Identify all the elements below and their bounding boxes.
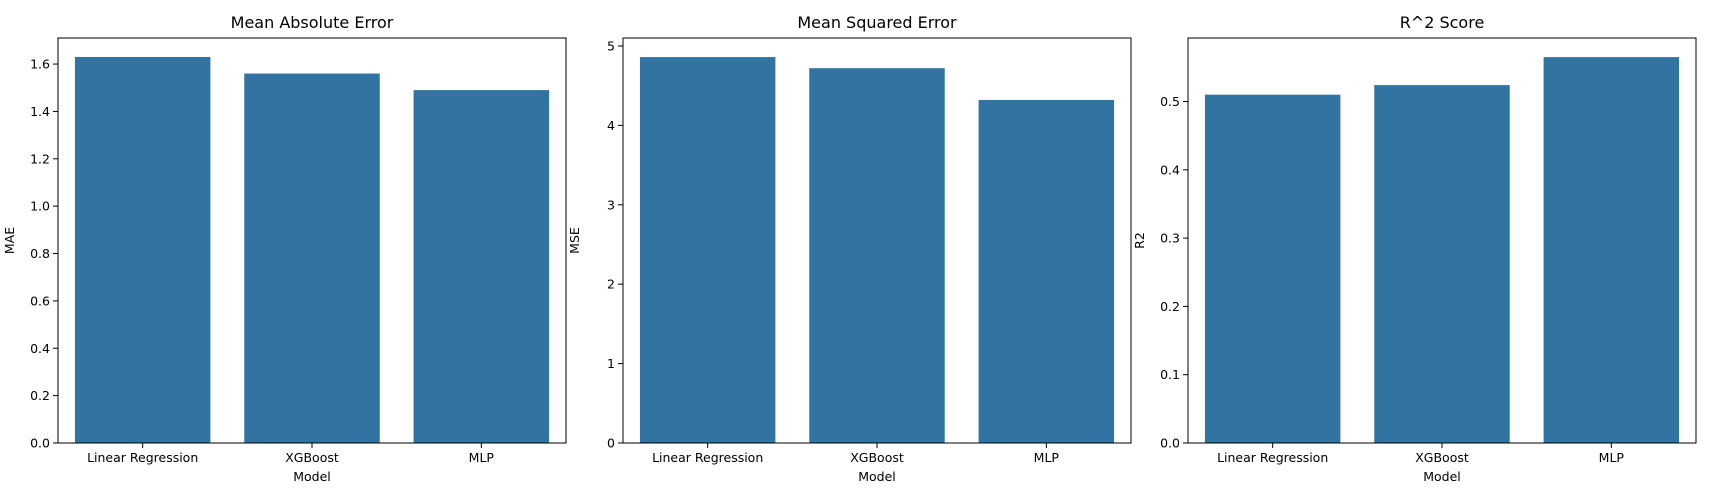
chart-title: Mean Absolute Error bbox=[231, 13, 394, 32]
x-tick-label: Linear Regression bbox=[1217, 450, 1328, 465]
y-tick-label: 0.0 bbox=[1160, 436, 1180, 451]
x-tick-label: Linear Regression bbox=[652, 450, 763, 465]
y-tick-label: 0.4 bbox=[30, 341, 50, 356]
y-tick-label: 0 bbox=[607, 436, 615, 451]
bar bbox=[978, 99, 1115, 444]
y-tick-label: 0.0 bbox=[30, 436, 50, 451]
chart-title: R^2 Score bbox=[1400, 13, 1485, 32]
y-tick-label: 1.4 bbox=[30, 104, 50, 119]
y-tick-label: 0.3 bbox=[1160, 231, 1180, 246]
chart-panels: 0.0 0.2 0.4 0.6 0.8 1.0 1.2 1.4 1.6 Linear Regres… bbox=[2, 13, 1697, 484]
y-tick-label: 0.6 bbox=[30, 293, 50, 308]
x-tick-label: XGBoost bbox=[1415, 450, 1469, 465]
y-tick-label: 0.8 bbox=[30, 246, 50, 261]
x-axis-label: Model bbox=[858, 469, 896, 484]
bar bbox=[74, 56, 211, 444]
y-tick-label: 2 bbox=[607, 277, 615, 292]
y-tick-label: 0.4 bbox=[1160, 162, 1180, 177]
y-tick-label: 1.2 bbox=[30, 151, 50, 166]
bar bbox=[1374, 85, 1510, 443]
x-axis-label: Model bbox=[293, 469, 331, 484]
y-tick-label: 1 bbox=[607, 356, 615, 371]
y-tick-label: 0.2 bbox=[1160, 299, 1180, 314]
bar bbox=[1543, 57, 1680, 443]
chart-panel-2: 0 1 2 3 4 5 Linear Regression XGBoost MLP Model MS… bbox=[567, 13, 1132, 484]
y-tick-label: 1.0 bbox=[30, 199, 50, 214]
x-tick-label: MLP bbox=[469, 450, 495, 465]
x-tick-label: MLP bbox=[1599, 450, 1625, 465]
x-axis-label: Model bbox=[1423, 469, 1461, 484]
bar bbox=[1204, 94, 1341, 443]
y-tick-label: 0.5 bbox=[1160, 94, 1180, 109]
chart-panel-1: 0.0 0.2 0.4 0.6 0.8 1.0 1.2 1.4 1.6 Linear Regres… bbox=[2, 13, 567, 484]
x-tick-label: Linear Regression bbox=[87, 450, 198, 465]
y-axis-label: R2 bbox=[1132, 232, 1147, 249]
y-tick-label: 1.6 bbox=[30, 57, 50, 72]
chart-title: Mean Squared Error bbox=[797, 13, 957, 32]
x-tick-label: MLP bbox=[1034, 450, 1060, 465]
y-axis-label: MAE bbox=[2, 227, 17, 254]
chart-panel-3: 0.0 0.1 0.2 0.3 0.4 0.5 Linear Regression XGBoo… bbox=[1132, 13, 1697, 484]
bar bbox=[413, 90, 550, 444]
bar bbox=[809, 68, 945, 444]
bar bbox=[244, 73, 380, 444]
y-tick-label: 4 bbox=[607, 118, 615, 133]
bar bbox=[639, 57, 776, 443]
y-axis-label: MSE bbox=[567, 227, 582, 254]
y-tick-label: 3 bbox=[607, 197, 615, 212]
x-tick-label: XGBoost bbox=[285, 450, 339, 465]
y-tick-label: 0.2 bbox=[30, 388, 50, 403]
y-tick-label: 5 bbox=[607, 38, 615, 53]
y-tick-label: 0.1 bbox=[1160, 367, 1180, 382]
x-tick-label: XGBoost bbox=[850, 450, 904, 465]
